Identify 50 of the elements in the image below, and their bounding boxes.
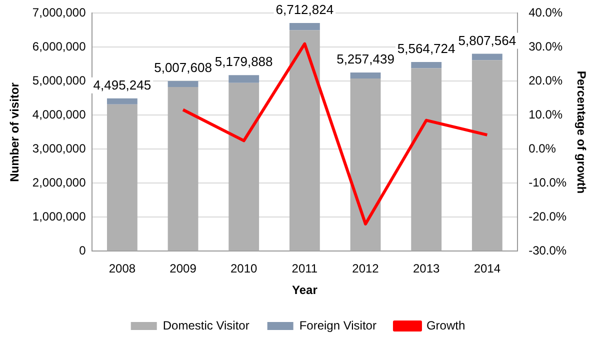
bar	[289, 22, 320, 30]
y-tick-label: 6,000,000	[32, 40, 86, 54]
y2-tick-label: -10.0%	[528, 176, 567, 190]
total-label: 6,712,824	[276, 2, 334, 18]
bar	[472, 54, 502, 60]
x-tick-label: 2009	[170, 262, 197, 276]
x-tick-label: 2012	[352, 262, 380, 276]
y-tick-label: 4,000,000	[32, 108, 86, 122]
y2-tick-label: 0.0%	[528, 142, 556, 156]
x-tick-label: 2011	[292, 262, 318, 276]
y2-tick-label: 40.0%	[528, 6, 563, 20]
y-tick-label: 7,000,000	[32, 6, 86, 20]
total-label: 4,495,245	[93, 77, 152, 92]
total-label: 5,564,724	[397, 41, 456, 56]
y-axis-title: Number of visitor	[8, 82, 22, 182]
legend-label: Domestic Visitor	[162, 318, 250, 332]
y-tick-label: 5,000,000	[32, 74, 86, 88]
bar	[228, 75, 260, 83]
total-label: 5,007,608	[154, 60, 212, 76]
bar	[168, 86, 198, 251]
y-tick-label: 0	[79, 244, 86, 258]
total-label: 5,179,888	[214, 54, 273, 70]
bar	[411, 62, 442, 68]
x-tick-label: 2008	[108, 262, 136, 276]
y2-tick-label: 10.0%	[528, 108, 563, 122]
y2-tick-label: -20.0%	[528, 210, 567, 224]
y2-tick-label: 20.0%	[528, 74, 563, 88]
y2-axis-title: Percentage of growth	[574, 70, 588, 194]
bar	[411, 68, 442, 251]
bar	[472, 60, 502, 251]
bar	[350, 78, 381, 251]
y2-tick-label: 30.0%	[528, 40, 563, 54]
bar	[168, 80, 198, 87]
total-label: 5,807,564	[458, 32, 516, 48]
bar	[289, 30, 320, 251]
x-tick-label: 2013	[412, 262, 440, 276]
y-tick-label: 2,000,000	[32, 176, 86, 190]
y2-tick-label: -30.0%	[528, 244, 567, 258]
bar	[106, 98, 138, 104]
y-tick-label: 3,000,000	[32, 142, 86, 156]
x-axis-title: Year	[292, 283, 318, 298]
y-tick-label: 1,000,000	[32, 210, 86, 224]
total-label: 5,257,439	[336, 52, 394, 67]
bar	[228, 82, 260, 251]
legend-label: Foreign Visitor	[299, 318, 376, 332]
bar	[106, 104, 138, 251]
x-tick-label: 2014	[474, 262, 501, 276]
legend-label: Growth	[426, 318, 466, 332]
bar	[350, 72, 381, 78]
x-tick-label: 2010	[230, 262, 258, 276]
